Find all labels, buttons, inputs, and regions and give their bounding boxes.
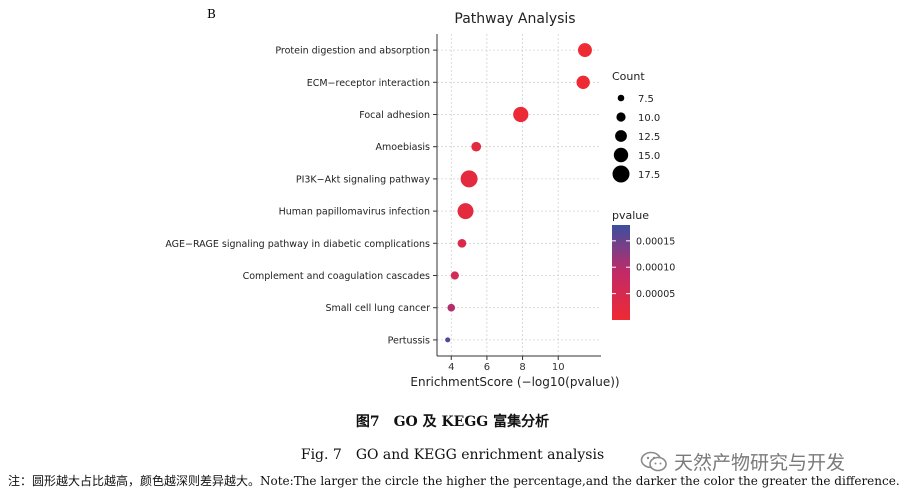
color-legend-label: 0.00010 (636, 263, 675, 274)
bubble-point (445, 337, 451, 343)
plot-panel (437, 34, 601, 356)
pathway-label: Pertussis (388, 335, 430, 346)
size-legend-circle (616, 112, 626, 122)
bubble-point (457, 203, 474, 220)
pathway-label: Human papillomavirus infection (279, 207, 430, 218)
watermark-text: 天然产物研究与开发 (674, 452, 846, 474)
bubble-point (578, 43, 592, 58)
size-legend-label: 12.5 (638, 132, 660, 143)
caption-english: Fig. 7 GO and KEGG enrichment analysis (300, 447, 605, 463)
bubble-point (471, 141, 482, 152)
pathway-label: ECM−receptor interaction (307, 78, 430, 89)
x-tick-label: 4 (448, 362, 454, 373)
size-legend-circle (612, 165, 630, 183)
size-legend-label: 7.5 (638, 94, 654, 105)
wechat-icon (640, 451, 667, 471)
size-legend-label: 10.0 (638, 113, 660, 124)
size-legend-circle (617, 94, 625, 102)
x-tick-label: 10 (552, 362, 565, 373)
watermark: 天然产物研究与开发 (640, 448, 845, 475)
pathway-label: AGE−RAGE signaling pathway in diabetic c… (165, 239, 430, 250)
color-legend-bar (612, 225, 630, 320)
bubble-point (460, 170, 478, 188)
size-legend-label: 17.5 (638, 170, 660, 181)
bubble-point (447, 303, 456, 312)
size-legend-title: Count (612, 70, 645, 83)
bubble-point (576, 75, 590, 89)
pathway-label: Protein digestion and absorption (275, 46, 430, 57)
x-tick-label: 6 (484, 362, 490, 373)
bubble-point (513, 106, 529, 123)
size-legend-circle (615, 130, 627, 142)
bubble-point (457, 238, 467, 248)
color-legend-label: 0.00005 (636, 289, 675, 300)
pathway-label: PI3K−Akt signaling pathway (296, 174, 431, 185)
size-legend-label: 15.0 (638, 151, 660, 162)
pathway-bubble-chart: B Pathway Analysis 4 6 8 10 Protein digestio… (165, 7, 675, 389)
pathway-label: Complement and coagulation cascades (243, 271, 430, 282)
pathway-label: Amoebiasis (376, 142, 430, 153)
x-axis-label: EnrichmentScore (−log10(pvalue)) (410, 375, 619, 389)
size-legend-circle (613, 147, 629, 163)
panel-label: B (207, 7, 216, 21)
color-legend-label: 0.00015 (636, 236, 675, 247)
x-tick-label: 8 (519, 362, 525, 373)
chart-title: Pathway Analysis (454, 11, 575, 27)
caption-chinese: 图7 GO 及 KEGG 富集分析 (355, 414, 550, 430)
pathway-label: Focal adhesion (359, 110, 430, 121)
color-legend-title: pvalue (612, 209, 649, 222)
pathway-label: Small cell lung cancer (325, 303, 430, 314)
bubble-point (450, 271, 459, 280)
figure-note: 注：圆形越大占比越高，颜色越深则差异越大。Note:The larger the… (8, 474, 900, 488)
